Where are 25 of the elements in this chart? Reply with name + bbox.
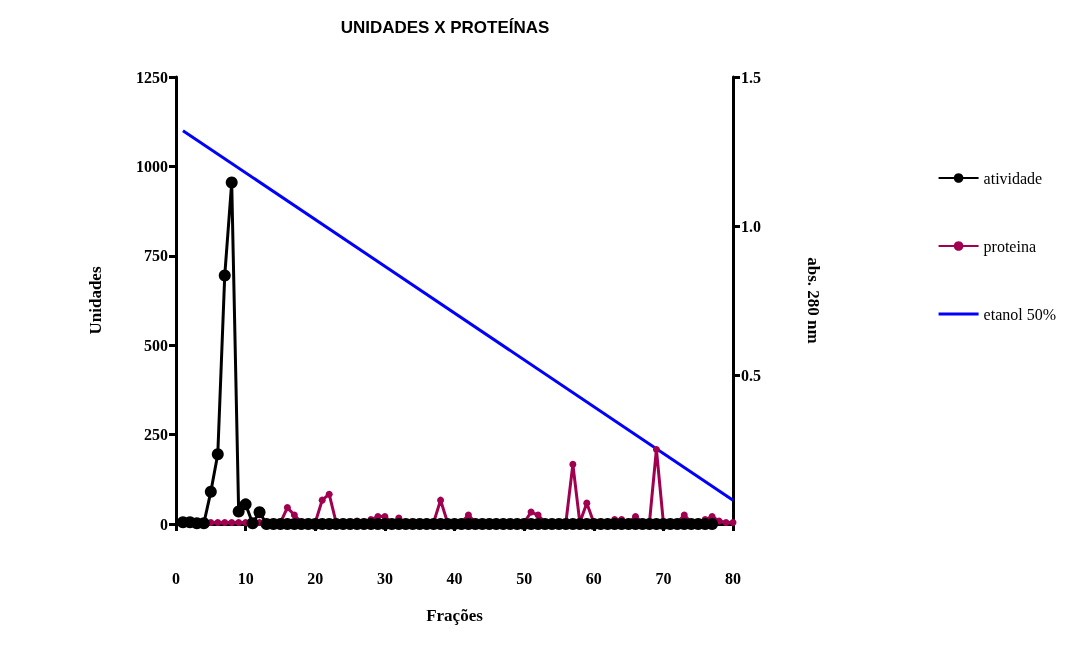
x-tick-label: 20 xyxy=(307,569,324,587)
y2-axis-title: abs. 280 nm xyxy=(804,257,823,344)
x-tick-label: 0 xyxy=(172,569,180,587)
y-tick-label: 750 xyxy=(144,247,168,265)
x-tick-label: 40 xyxy=(446,569,463,587)
y-tick-label: 1250 xyxy=(136,68,168,86)
y-axis-title: Unidades xyxy=(86,266,105,335)
y-tick-label: 0 xyxy=(160,515,168,533)
y2-tick-label: 1.0 xyxy=(741,217,761,235)
y2-tick-label: 0.5 xyxy=(741,366,761,384)
x-tick-label: 70 xyxy=(655,569,672,587)
legend-label: etanol 50% xyxy=(983,305,1056,323)
legend-label: atividade xyxy=(983,169,1043,187)
x-axis-title: Frações xyxy=(426,606,484,625)
y2-tick-label: 1.5 xyxy=(741,68,761,86)
y-tick-label: 250 xyxy=(144,426,168,444)
x-tick-label: 60 xyxy=(585,569,602,587)
x-tick-label: 30 xyxy=(376,569,393,587)
legend-label: proteina xyxy=(983,237,1036,256)
y-tick-label: 1000 xyxy=(136,157,168,175)
y-tick-label: 500 xyxy=(144,336,168,354)
x-tick-label: 50 xyxy=(516,569,533,587)
x-tick-label: 10 xyxy=(237,569,254,587)
chart-title: UNIDADES X PROTEÍNAS xyxy=(340,18,550,37)
x-tick-label: 80 xyxy=(725,569,741,587)
